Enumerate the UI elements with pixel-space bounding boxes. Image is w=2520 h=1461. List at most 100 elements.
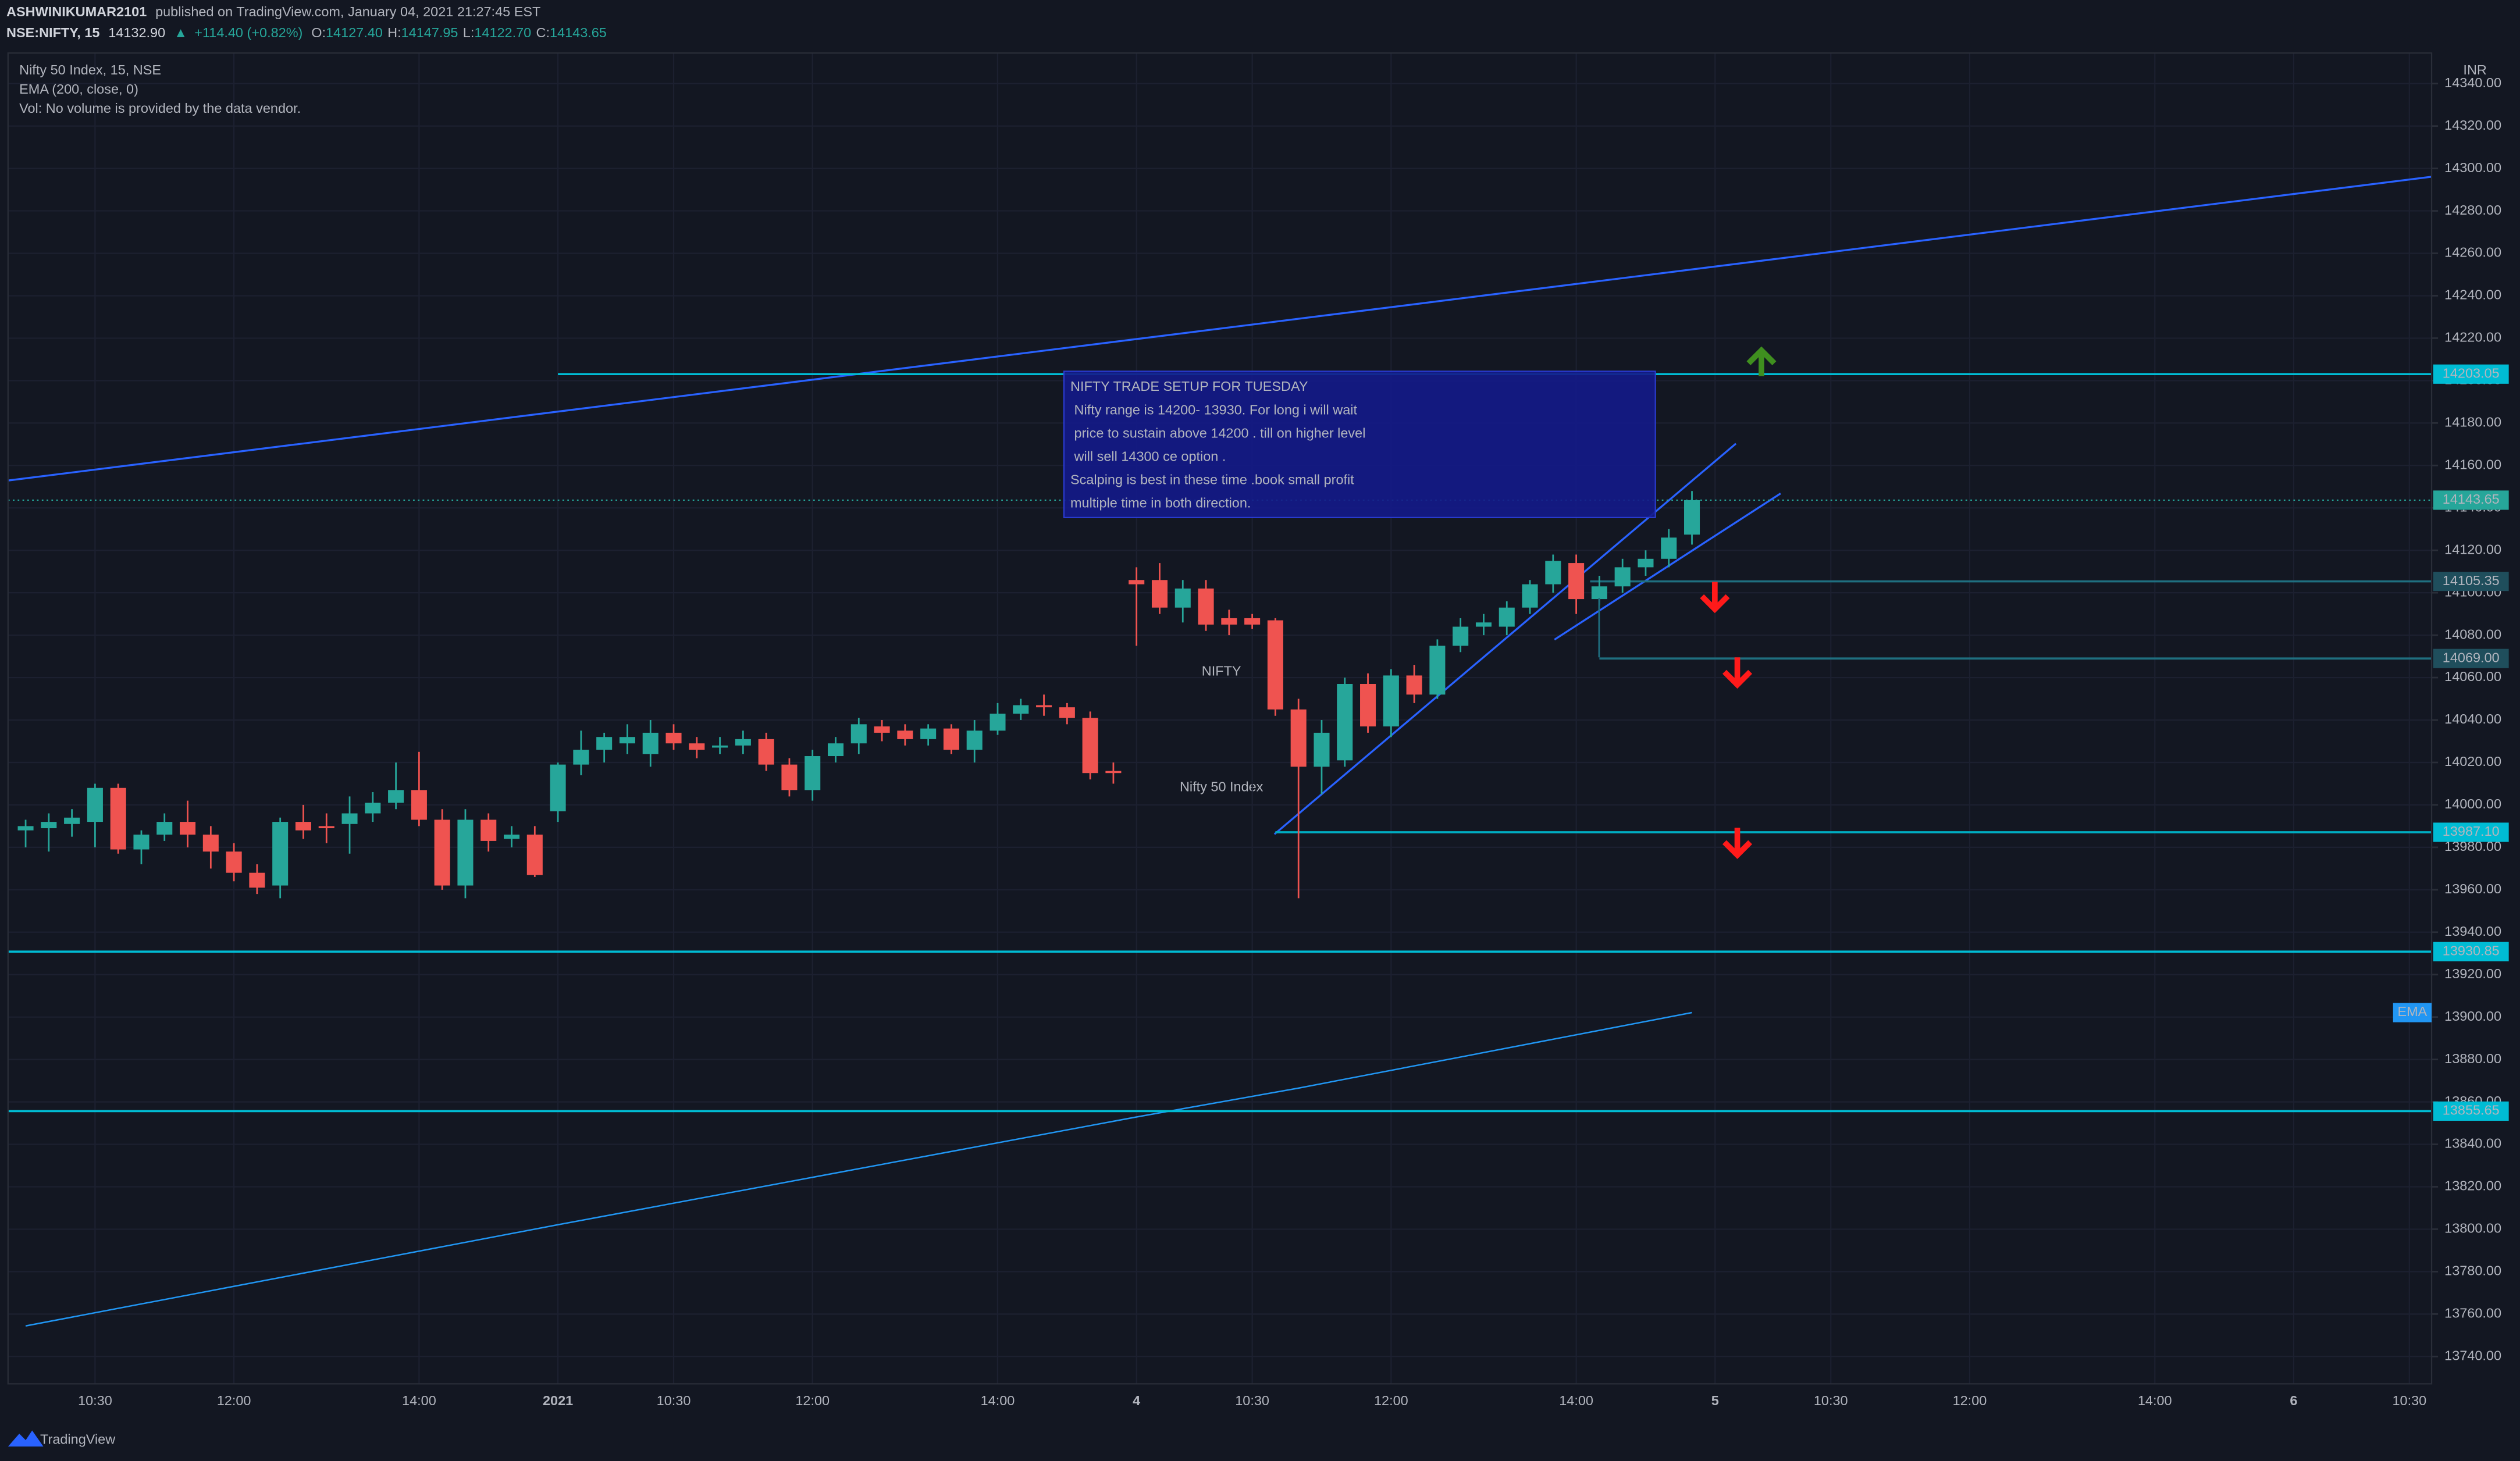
candle-body xyxy=(1638,558,1654,568)
x-tick-label: 14:00 xyxy=(1559,1393,1593,1408)
ohlc-value: 14143.65 xyxy=(550,25,607,40)
candle-body xyxy=(1661,537,1677,559)
x-tick-label: 12:00 xyxy=(217,1393,251,1408)
y-tick-label: 13960.00 xyxy=(2444,881,2501,896)
level-label-bg xyxy=(2433,648,2509,668)
published: published on TradingView.com, January 04… xyxy=(155,4,540,19)
annotation-box xyxy=(1063,370,1656,518)
level-label-bg xyxy=(2433,572,2509,591)
y-tick-label: 14160.00 xyxy=(2444,457,2501,472)
y-tick-label: 13900.00 xyxy=(2444,1009,2501,1024)
candle-body xyxy=(805,756,821,790)
candle-body xyxy=(226,851,242,873)
ohlc-label: H: xyxy=(387,25,401,40)
candle-body xyxy=(365,803,381,814)
candle-body xyxy=(1568,563,1585,600)
candle-body xyxy=(827,743,844,757)
y-tick-label: 13820.00 xyxy=(2444,1178,2501,1193)
change: +114.40 (+0.82%) xyxy=(194,25,302,40)
y-tick-label: 14280.00 xyxy=(2444,202,2501,218)
candle-body xyxy=(1522,584,1538,608)
candle-body xyxy=(87,787,103,822)
x-tick-label: 14:00 xyxy=(981,1393,1015,1408)
candle-body xyxy=(17,826,34,831)
level-label-bg xyxy=(2433,1101,2509,1121)
candle-body xyxy=(665,732,682,744)
candle-body xyxy=(1545,561,1561,585)
y-tick-label: 13920.00 xyxy=(2444,966,2501,981)
candle-body xyxy=(990,714,1006,731)
y-tick-label: 14180.00 xyxy=(2444,415,2501,430)
candle-body xyxy=(1082,718,1098,774)
candle-body xyxy=(1475,622,1492,627)
candle-body xyxy=(1290,709,1307,767)
last-price-label: 14143.65 xyxy=(2443,491,2500,507)
y-tick-label: 13940.00 xyxy=(2444,924,2501,939)
y-tick-label: 14120.00 xyxy=(2444,541,2501,557)
annotation-line: Nifty range is 14200- 13930. For long i … xyxy=(1070,402,1357,417)
level-label: 14069.00 xyxy=(2443,650,2500,665)
down-arrow xyxy=(1722,828,1753,860)
x-tick-label: 6 xyxy=(2290,1393,2297,1408)
y-tick-label: 14000.00 xyxy=(2444,796,2501,811)
candle-body xyxy=(388,790,404,803)
x-tick-label: 12:00 xyxy=(795,1393,830,1408)
candle-body xyxy=(202,834,219,852)
candle-body xyxy=(341,813,358,824)
candle-body xyxy=(64,817,80,824)
candle-body xyxy=(41,822,57,829)
currency: INR xyxy=(2463,62,2486,77)
candle-body xyxy=(272,822,289,886)
candle-body xyxy=(1036,705,1052,708)
last: 14132.90 xyxy=(108,25,165,40)
candle-body xyxy=(1244,618,1261,625)
candle-body xyxy=(1105,771,1122,774)
candle-body xyxy=(712,745,728,748)
candle-body xyxy=(758,739,774,765)
candle-body xyxy=(850,724,867,744)
plot-frame xyxy=(7,52,2433,1385)
x-tick-label: 10:30 xyxy=(657,1393,691,1408)
level-label: 13930.85 xyxy=(2443,943,2500,958)
y-tick-label: 14020.00 xyxy=(2444,754,2501,769)
candle-body xyxy=(619,737,635,744)
level-label-bg xyxy=(2433,364,2509,384)
candle-body xyxy=(874,726,890,733)
volume-note: Vol: No volume is provided by the data v… xyxy=(19,101,301,116)
annotation-line: will sell 14300 ce option . xyxy=(1070,448,1226,464)
quote-line: NSE:NIFTY, 15 14132.90 ▲ +114.40 (+0.82%… xyxy=(6,25,607,40)
y-tick-label: 14300.00 xyxy=(2444,160,2501,175)
candle-body xyxy=(1198,588,1214,625)
candle-body xyxy=(1314,732,1330,767)
x-tick-label: 2021 xyxy=(543,1393,573,1408)
candle-body xyxy=(1684,500,1700,535)
candle-body xyxy=(943,728,959,750)
candle-body xyxy=(596,737,613,750)
watermark: NIFTY xyxy=(1202,663,1241,678)
candles xyxy=(17,491,1700,899)
x-tick-label: 10:30 xyxy=(78,1393,112,1408)
candle-body xyxy=(1129,580,1145,585)
candle-body xyxy=(1174,588,1191,608)
trend-line xyxy=(1273,443,1737,835)
annotation-line: price to sustain above 14200 . till on h… xyxy=(1070,425,1365,440)
y-tick-label: 14340.00 xyxy=(2444,75,2501,90)
x-tick-label: 12:00 xyxy=(1374,1393,1408,1408)
y-tick-label: 13740.00 xyxy=(2444,1348,2501,1363)
candle-body xyxy=(1383,675,1399,726)
candle-body xyxy=(735,739,751,746)
candle-body xyxy=(897,730,913,739)
y-tick-label: 14220.00 xyxy=(2444,330,2501,345)
ohlc-value: 14122.70 xyxy=(474,25,531,40)
x-tick-label: 12:00 xyxy=(1953,1393,1987,1408)
candle-body xyxy=(180,822,196,835)
candle-body xyxy=(1406,675,1422,695)
trend-line xyxy=(8,176,2432,482)
candle-body xyxy=(249,872,265,888)
indicator-legend: EMA (200, close, 0) xyxy=(19,81,138,97)
candle-body xyxy=(156,822,173,835)
y-tick-label: 14260.00 xyxy=(2444,245,2501,260)
ohlc-value: 14147.95 xyxy=(401,25,458,40)
